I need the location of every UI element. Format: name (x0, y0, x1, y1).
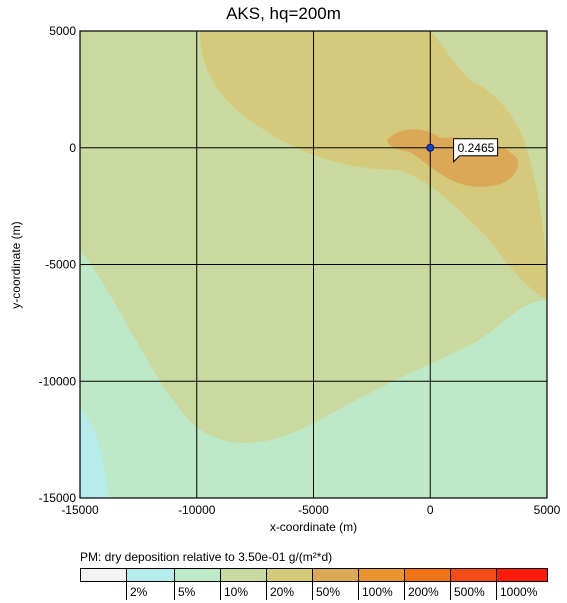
source-marker-group: 0.2465 (426, 138, 499, 163)
legend-label: 5% (174, 582, 220, 600)
region-20pct (200, 31, 547, 300)
plot-border (79, 30, 548, 499)
legend-swatch (81, 569, 127, 581)
legend-swatch (313, 569, 359, 581)
y-tick-label: -15000 (39, 491, 77, 505)
annotation-callout (453, 138, 499, 163)
source-marker (426, 143, 435, 152)
legend-label: 1000% (496, 582, 546, 600)
y-tick-label: 0 (69, 141, 76, 155)
x-tick-label: 0 (427, 503, 434, 517)
legend-label: 10% (220, 582, 266, 600)
x-axis-label: x-coordinate (m) (269, 520, 358, 534)
x-tick-label: -5000 (298, 503, 329, 517)
legend-label: 50% (312, 582, 358, 600)
legend-label (80, 582, 126, 600)
legend-title: PM: dry deposition relative to 3.50e-01 … (80, 550, 333, 564)
legend-labels: 2% 5% 10% 20% 50% 100% 200% 500% 1000% (80, 582, 548, 600)
legend-swatch (267, 569, 313, 581)
y-axis-label: y-coordinate (m) (9, 221, 23, 309)
chart-title: AKS, hq=200m (226, 4, 341, 23)
y-tick-label: -5000 (45, 258, 76, 272)
legend-swatch (175, 569, 221, 581)
legend-label: 2% (126, 582, 174, 600)
legend-swatch (221, 569, 267, 581)
legend-swatch (127, 569, 175, 581)
x-tick-label: -15000 (61, 503, 99, 517)
y-tick-label: -10000 (39, 374, 77, 388)
legend-label: 200% (404, 582, 450, 600)
region-2pct (80, 410, 108, 498)
legend-swatch (359, 569, 405, 581)
legend-label: 20% (266, 582, 312, 600)
legend-swatch (451, 569, 497, 581)
legend-swatch (497, 569, 547, 581)
tick-labels: -15000 -10000 -5000 0 5000 5000 0 -5000 -10000 -1… (39, 24, 561, 517)
x-tick-label: -10000 (178, 503, 216, 517)
x-tick-label: 5000 (534, 503, 561, 517)
legend-label: 500% (450, 582, 496, 600)
legend-label: 100% (358, 582, 404, 600)
legend-color-bar (80, 568, 548, 582)
annotation-value: 0.2465 (458, 141, 495, 155)
legend-swatch (405, 569, 451, 581)
y-tick-label: 5000 (49, 24, 76, 38)
